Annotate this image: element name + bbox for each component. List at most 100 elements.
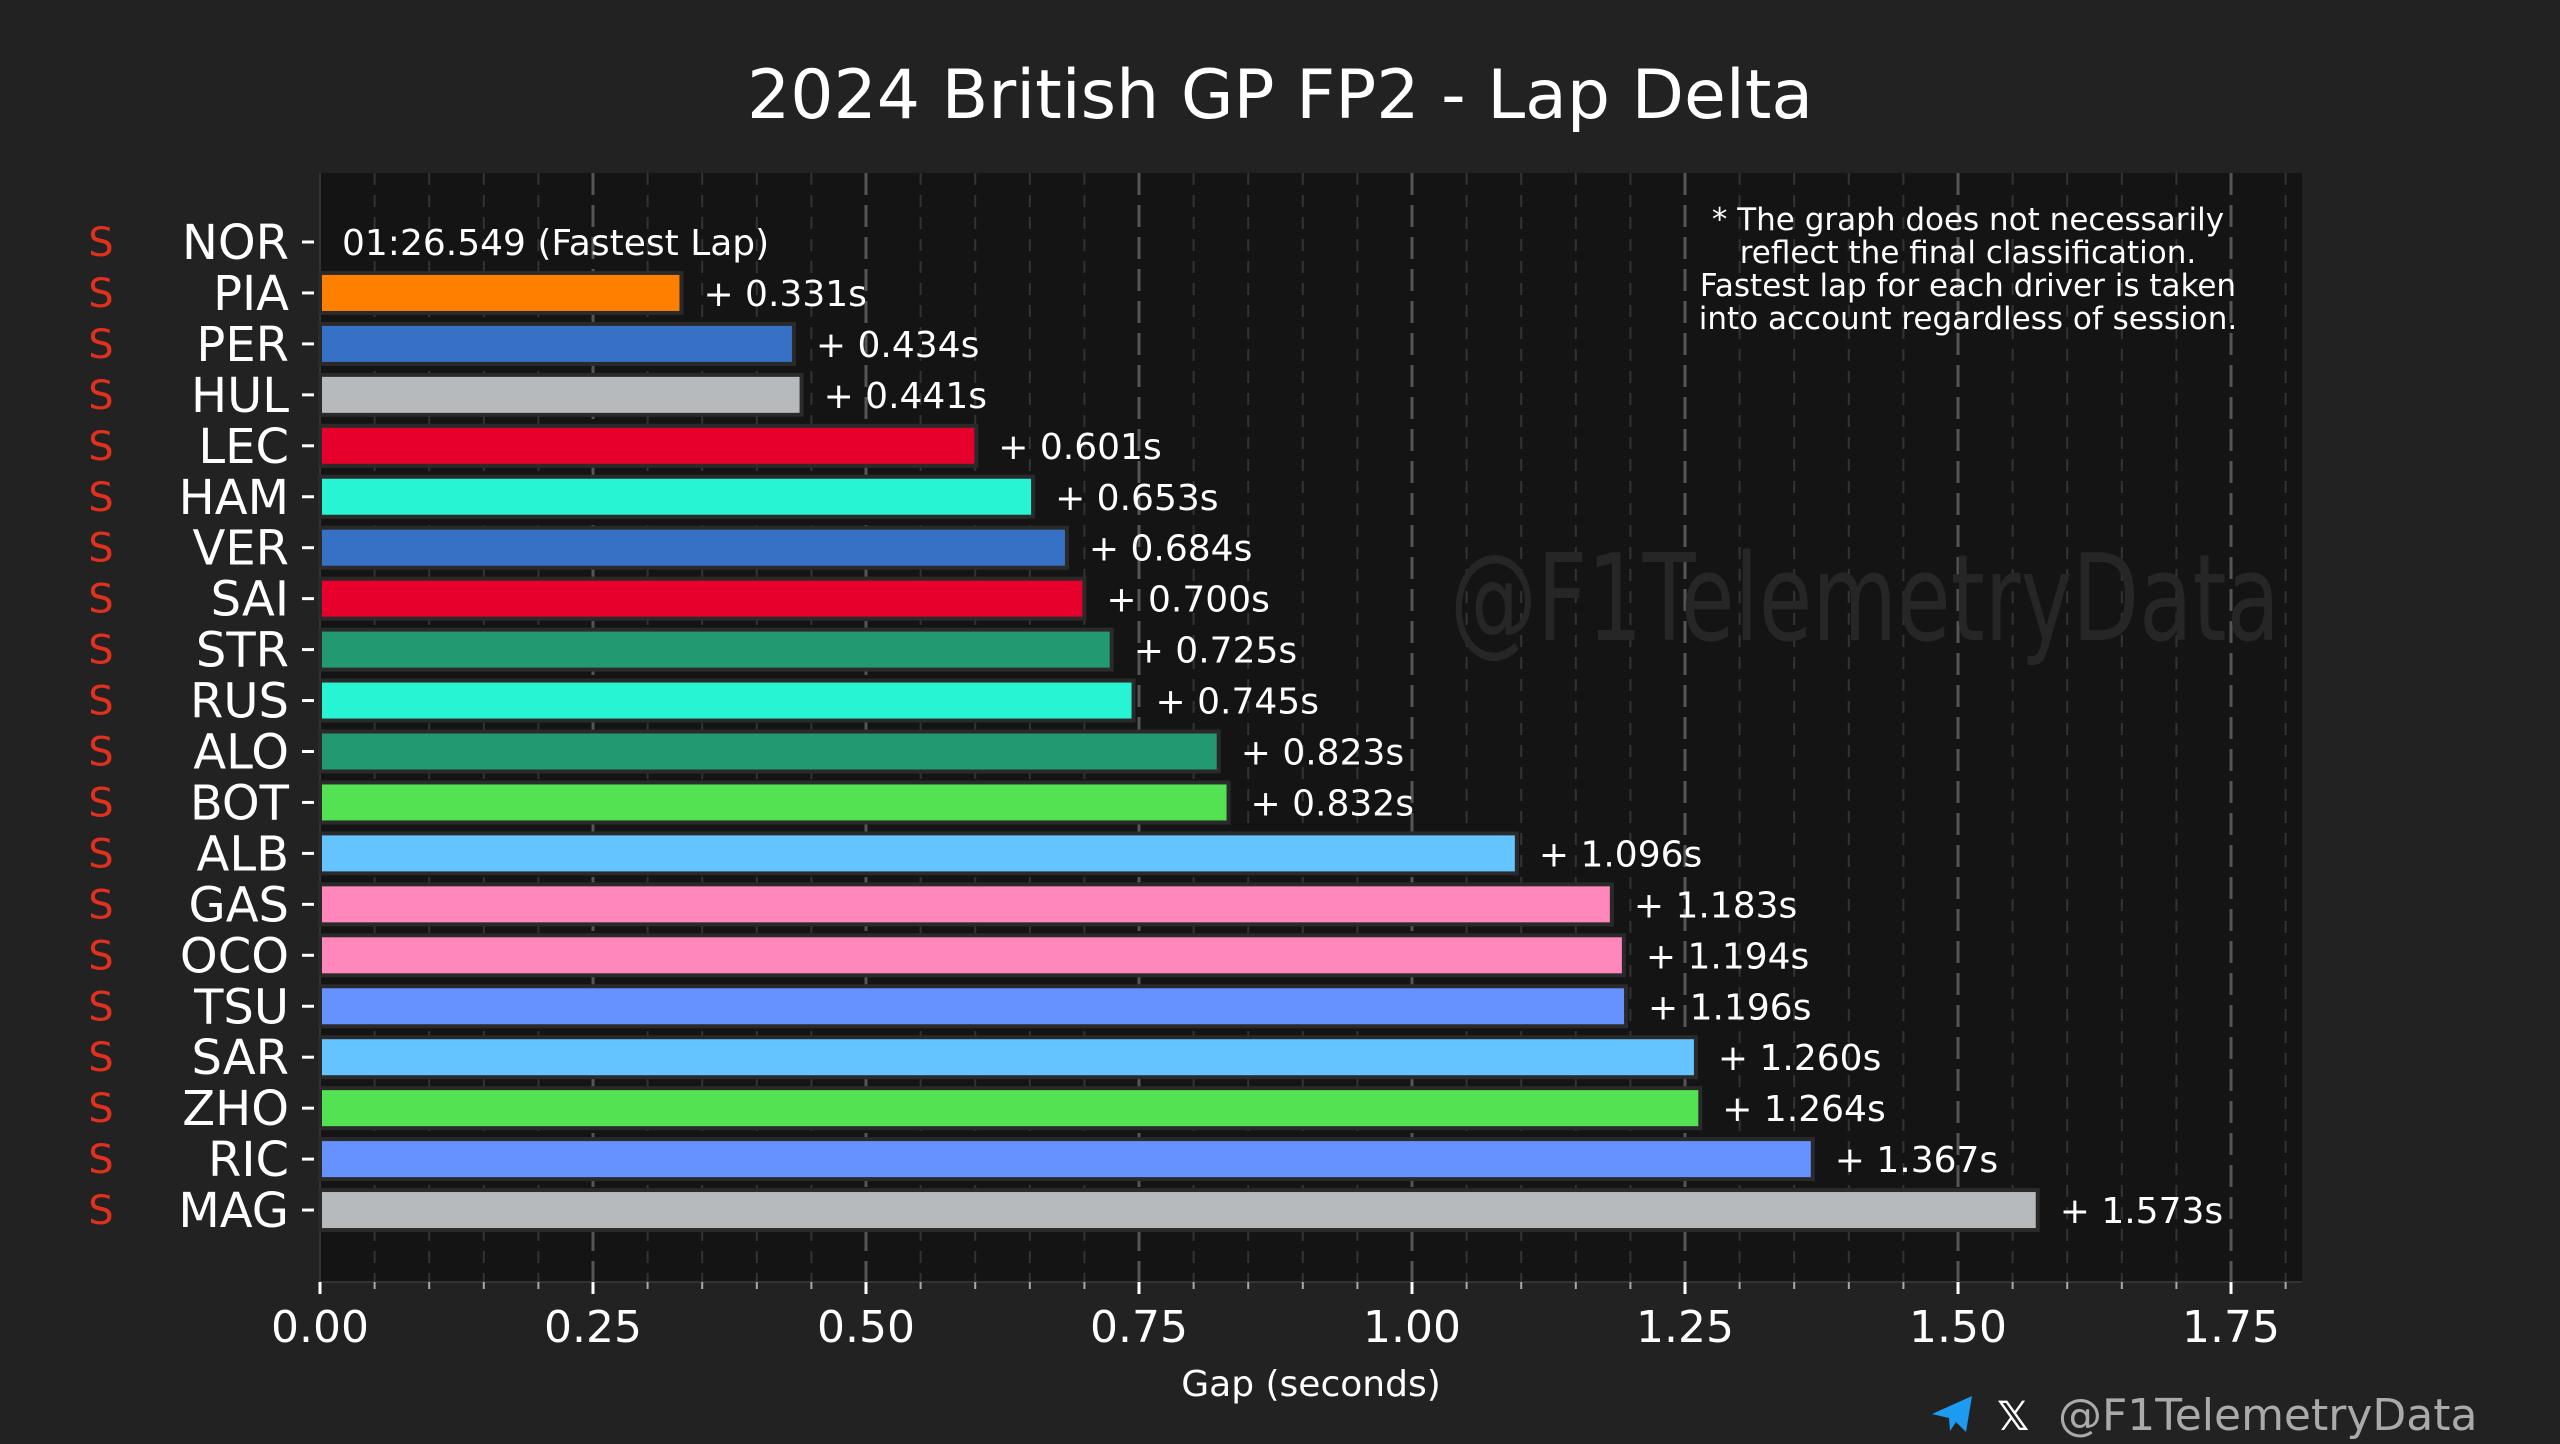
value-label: + 0.601s [998,427,1161,468]
tyre-compound-label: S [88,933,113,979]
disclaimer-note: * The graph does not necessarilyreflect … [1699,202,2237,337]
tyre-compound-label: S [88,628,113,674]
watermark: @F1TelemetryData [1450,530,2280,669]
value-label: + 1.194s [1646,936,1809,977]
note-line: reflect the final classification. [1740,235,2197,271]
value-label: + 0.745s [1156,682,1319,723]
driver-label: SAI [211,572,289,628]
value-label: + 0.823s [1241,733,1404,774]
driver-label: VER [192,521,289,577]
bar-sar [318,1035,1698,1080]
value-label: + 1.183s [1634,885,1797,926]
bar-gas [318,882,1614,927]
tyre-compound-label: S [88,679,113,725]
tyre-compound-label: S [88,730,113,776]
x-tick-label: 1.50 [1909,1302,2007,1353]
bar-alb [318,831,1519,876]
note-line: * The graph does not necessarily [1712,202,2224,238]
bar-tsu [318,984,1629,1029]
driver-label: RIC [208,1132,289,1188]
value-label: + 0.700s [1106,580,1269,621]
tyre-compound-label: S [88,424,113,470]
value-label: + 1.196s [1648,987,1811,1028]
bar-oco [318,933,1626,978]
driver-label: HAM [179,470,289,526]
driver-label: OCO [180,928,289,984]
bar-pia [318,270,684,315]
bar-ham [318,474,1036,519]
x-tick-label: 0.25 [544,1302,642,1353]
bar-alo [318,729,1221,774]
driver-label: LEC [198,419,289,475]
tyre-compound-label: S [88,220,113,266]
driver-label: ALB [196,826,289,882]
tyre-compound-label: S [88,1035,113,1081]
value-label: + 0.434s [816,325,979,366]
tyre-compound-label: S [88,322,113,368]
tyre-compound-label: S [88,373,113,419]
value-label: + 0.441s [824,376,987,417]
tyre-compound-label: S [88,882,113,928]
tyre-compound-label: S [88,1137,113,1183]
telegram-icon [1932,1396,1972,1432]
bar-per [318,321,796,366]
driver-label: RUS [190,674,289,730]
bar-ric [318,1137,1815,1182]
bar-zho [318,1086,1703,1131]
tyre-compound-label: S [88,475,113,521]
driver-label: GAS [189,877,290,933]
tyre-compound-label: S [88,526,113,572]
bar-ver [318,525,1069,570]
x-tick-label: 1.25 [1636,1302,1734,1353]
x-tick-label: 0.75 [1090,1302,1188,1353]
footer-handle: @F1TelemetryData [2058,1390,2477,1440]
y-axis-labels: S NOR S PIA S PER S HUL S LEC S HAM S VER S SAI S STR S RUS… [88,215,314,1239]
bar-bot [318,780,1231,825]
tyre-compound-label: S [88,1086,113,1132]
bar-str [318,627,1114,672]
bar-hul [318,372,804,417]
x-logo-icon: 𝕏 [1997,1394,2029,1440]
bar-sai [318,576,1087,621]
tyre-compound-label: S [88,577,113,623]
driver-label: PER [196,317,289,373]
value-label: + 0.653s [1055,478,1218,519]
value-label: + 0.684s [1089,529,1252,570]
driver-label: TSU [193,979,289,1035]
footer: 𝕏 @F1TelemetryData [1932,1390,2477,1441]
bars: 01:26.549 (Fastest Lap) + 0.331s + 0.434s +… [318,223,2223,1233]
driver-label: NOR [182,215,289,271]
driver-label: ALO [193,725,289,781]
bar-rus [318,678,1136,723]
value-label: + 0.725s [1134,631,1297,672]
note-line: into account regardless of session. [1699,301,2237,337]
x-tick-label: 0.00 [271,1302,369,1353]
tyre-compound-label: S [88,780,113,826]
note-line: Fastest lap for each driver is taken [1700,268,2236,304]
fastest-lap-label: 01:26.549 (Fastest Lap) [342,223,769,264]
driver-label: HUL [191,368,289,424]
x-tick-label: 1.75 [2182,1302,2280,1353]
driver-label: MAG [178,1183,289,1239]
bar-mag [318,1188,2040,1233]
tyre-compound-label: S [88,831,113,877]
tyre-compound-label: S [88,984,113,1030]
driver-label: SAR [191,1030,289,1086]
tyre-compound-label: S [88,271,113,317]
value-label: + 1.260s [1718,1038,1881,1079]
driver-label: ZHO [182,1081,289,1137]
driver-label: PIA [213,266,289,322]
value-label: + 1.264s [1722,1089,1885,1130]
driver-label: STR [196,623,289,679]
value-label: + 0.331s [703,274,866,315]
value-label: + 1.096s [1539,834,1702,875]
x-tick-label: 1.00 [1363,1302,1461,1353]
tyre-compound-label: S [88,1188,113,1234]
value-label: + 1.573s [2060,1191,2223,1232]
driver-label: BOT [190,775,290,831]
bar-lec [318,423,979,468]
value-label: + 0.832s [1251,783,1414,824]
x-axis-label: Gap (seconds) [1181,1364,1441,1405]
chart-title: 2024 British GP FP2 - Lap Delta [747,56,1813,135]
